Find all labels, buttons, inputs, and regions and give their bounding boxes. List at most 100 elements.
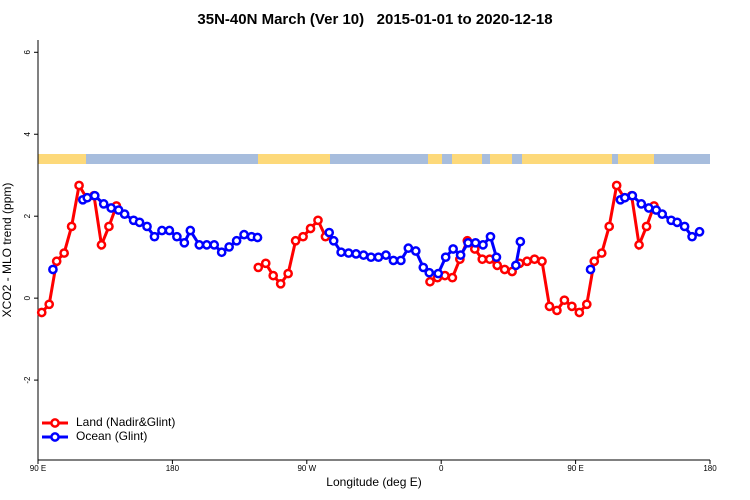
data-point [290,235,301,246]
data-point [544,301,555,312]
data-point [328,235,339,246]
x-tick-label: 90 W [297,464,316,473]
y-axis-title: XCO2 - MLO trend (ppm) [0,183,14,318]
data-point [641,221,652,232]
data-point [172,231,182,242]
data-point [59,248,69,258]
data-point [463,237,473,248]
data-point [552,305,562,316]
data-point [231,235,242,246]
data-point [89,190,100,201]
data-point [201,240,212,250]
data-point [643,203,654,213]
x-tick-label: 90 E [567,464,583,473]
y-tick-label: 0 [23,295,32,300]
data-point [491,252,502,263]
data-point [672,217,682,228]
data-point [119,209,130,219]
data-point [447,272,458,283]
data-point [627,190,638,201]
data-point [44,299,55,310]
data-point [48,264,58,275]
data-point [477,254,488,265]
legend-marker [50,418,60,428]
data-point [51,256,62,267]
data-point [366,252,376,263]
data-point [142,221,152,232]
data-point [324,227,335,238]
legend-label: Land (Nadir&Glint) [76,415,175,429]
data-point [425,276,435,287]
data-point [298,231,308,242]
y-tick-label: 6 [23,50,32,55]
data-point [373,252,384,263]
x-tick-label: 180 [703,464,717,473]
data-point [194,240,205,250]
x-tick-label: 90 E [30,464,46,473]
data-point [275,278,286,289]
land-ocean-strip [38,154,710,164]
data-point [388,255,399,266]
y-tick-label: 2 [23,213,32,218]
data-point [253,262,264,273]
data-point [149,231,160,242]
data-point [305,223,316,234]
data-point [634,240,644,250]
series-line [257,217,327,287]
chart-title: 35N-40N March (Ver 10) 2015-01-01 to 202… [197,11,552,28]
data-point [604,221,615,232]
data-point [455,250,466,260]
data-point [574,307,585,318]
data-point [596,248,607,258]
data-point [589,256,600,267]
data-point [522,256,532,267]
data-point [529,254,540,265]
data-point [470,237,481,248]
y-tick-label: 4 [23,131,32,136]
data-point [106,203,117,213]
data-point [104,221,114,232]
data-point [239,229,249,240]
legend-label: Ocean (Glint) [76,429,147,443]
data-point [358,250,369,260]
data-point [636,199,647,209]
data-point [96,240,107,250]
data-point [343,248,354,258]
data-point [66,221,77,232]
data-point [185,225,196,236]
x-tick-label: 180 [166,464,180,473]
data-point [252,232,263,243]
data-point [581,299,592,310]
data-point [499,264,510,275]
data-point [515,236,526,247]
data-point [313,215,323,226]
x-axis-title: Longitude (deg E) [326,475,421,489]
y-tick-label: -2 [23,376,32,384]
data-point [485,231,496,242]
data-point [381,250,391,260]
data-point [657,209,668,219]
data-point [157,225,167,236]
data-point [336,247,346,258]
data-point [164,225,175,236]
data-point [134,217,145,228]
data-point [36,307,47,318]
data-point [567,301,577,312]
data-point [559,295,570,306]
legend-marker [50,432,60,442]
data-point [433,268,444,279]
data-point [410,246,421,256]
data-point [351,249,361,259]
data-point [216,247,227,258]
data-point [268,270,279,281]
data-point [98,199,109,209]
data-point [687,231,697,242]
data-point [440,252,451,263]
data-point [396,255,406,266]
data-point [82,192,93,203]
data-point [492,260,503,271]
data-point [585,264,596,275]
data-point [283,268,293,279]
